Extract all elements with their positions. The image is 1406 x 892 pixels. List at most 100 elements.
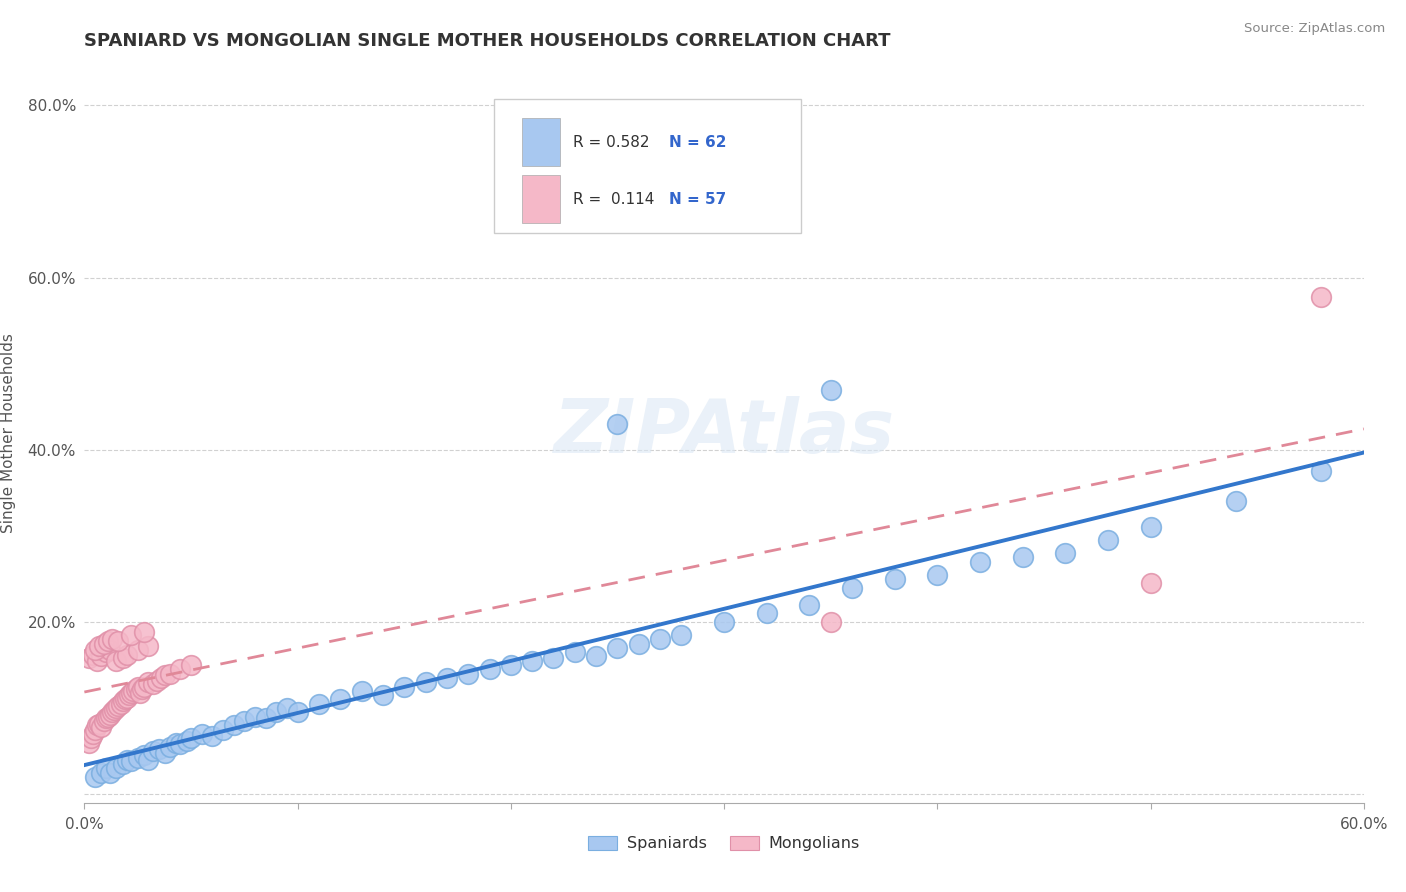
Point xyxy=(564,645,586,659)
Point xyxy=(89,639,111,653)
Point xyxy=(120,685,142,699)
Point xyxy=(150,671,173,685)
Point xyxy=(169,737,191,751)
Text: N = 62: N = 62 xyxy=(669,135,727,150)
Point xyxy=(115,648,138,662)
Point xyxy=(120,628,142,642)
Point xyxy=(105,701,128,715)
Point xyxy=(118,688,141,702)
Point xyxy=(138,639,160,653)
Point xyxy=(169,662,191,676)
Point xyxy=(308,697,330,711)
Point xyxy=(1097,533,1119,548)
Legend: Spaniards, Mongolians: Spaniards, Mongolians xyxy=(582,830,866,858)
Point xyxy=(606,417,628,431)
Point xyxy=(101,706,124,720)
Point xyxy=(84,723,107,737)
Point xyxy=(90,649,112,664)
Point xyxy=(520,654,543,668)
Point xyxy=(350,684,373,698)
Point xyxy=(254,711,277,725)
Point xyxy=(107,699,129,714)
Point xyxy=(111,651,134,665)
Point xyxy=(127,680,149,694)
Point xyxy=(103,703,125,717)
Point xyxy=(124,682,146,697)
Point xyxy=(142,677,165,691)
Point xyxy=(478,662,501,676)
Point xyxy=(436,671,458,685)
Point xyxy=(165,735,187,749)
Point xyxy=(820,383,842,397)
Point xyxy=(82,727,104,741)
Point xyxy=(127,642,149,657)
Point xyxy=(93,714,115,728)
Point xyxy=(84,770,107,784)
Point xyxy=(927,567,949,582)
Point xyxy=(90,720,112,734)
Point xyxy=(77,735,100,749)
Y-axis label: Single Mother Households: Single Mother Households xyxy=(1,333,17,533)
Point xyxy=(80,731,103,746)
Point xyxy=(820,615,842,629)
Point xyxy=(138,753,160,767)
Point xyxy=(94,645,117,659)
Point xyxy=(755,607,778,621)
Point xyxy=(969,555,991,569)
Point xyxy=(114,692,136,706)
Point xyxy=(131,682,153,697)
Text: Source: ZipAtlas.com: Source: ZipAtlas.com xyxy=(1244,22,1385,36)
Point xyxy=(1310,290,1333,304)
Point xyxy=(98,765,121,780)
Point xyxy=(543,651,565,665)
Point xyxy=(97,634,120,648)
Point xyxy=(457,666,479,681)
Point xyxy=(128,685,150,699)
Point xyxy=(82,648,104,662)
Point xyxy=(233,714,256,728)
Point xyxy=(287,706,309,720)
Point xyxy=(146,673,169,688)
Point xyxy=(127,751,149,765)
Text: SPANIARD VS MONGOLIAN SINGLE MOTHER HOUSEHOLDS CORRELATION CHART: SPANIARD VS MONGOLIAN SINGLE MOTHER HOUS… xyxy=(84,32,891,50)
Point xyxy=(105,761,128,775)
Point xyxy=(132,748,155,763)
Point xyxy=(883,572,905,586)
Point xyxy=(107,634,129,648)
Point xyxy=(394,680,416,694)
Point xyxy=(101,632,124,647)
Point xyxy=(94,761,117,775)
Point xyxy=(148,742,170,756)
Point xyxy=(1011,550,1033,565)
Point xyxy=(415,675,437,690)
Point xyxy=(93,636,115,650)
Point xyxy=(606,640,628,655)
Point xyxy=(115,753,138,767)
Point xyxy=(159,666,181,681)
Point xyxy=(212,723,235,737)
Point xyxy=(371,688,394,702)
Point xyxy=(132,680,155,694)
Point xyxy=(190,727,212,741)
Point xyxy=(105,654,128,668)
Point xyxy=(713,615,735,629)
Point xyxy=(115,690,138,705)
Point xyxy=(155,668,177,682)
Point xyxy=(1310,464,1333,478)
Point xyxy=(110,697,132,711)
Point xyxy=(159,739,181,754)
Point xyxy=(77,651,100,665)
Point xyxy=(86,654,108,668)
FancyBboxPatch shape xyxy=(522,119,561,167)
Point xyxy=(111,694,134,708)
Point xyxy=(94,711,117,725)
Point xyxy=(201,729,224,743)
Point xyxy=(650,632,672,647)
Point xyxy=(841,581,863,595)
FancyBboxPatch shape xyxy=(494,99,801,233)
Point xyxy=(1139,576,1161,591)
Point xyxy=(111,757,134,772)
Point xyxy=(243,709,266,723)
Point xyxy=(585,649,607,664)
Point xyxy=(98,708,121,723)
